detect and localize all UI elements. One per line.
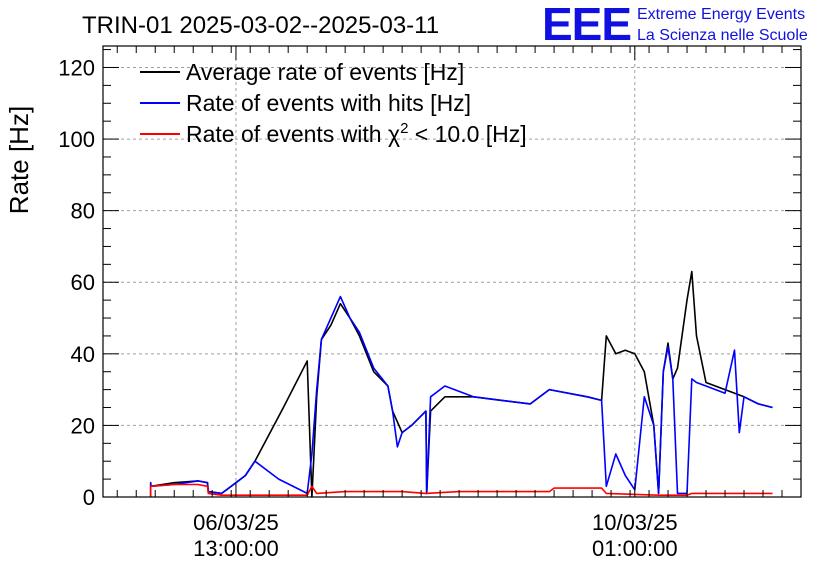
series-line-1 <box>149 295 773 497</box>
legend-label-chi2: Rate of events with χ2 < 10.0 [Hz] <box>186 120 527 147</box>
x-tick-label-date: 06/03/25 <box>193 510 279 535</box>
eee-logo-line1: Extreme Energy Events <box>637 6 805 23</box>
legend-label-hits: Rate of events with hits [Hz] <box>186 90 471 116</box>
y-axis-label: Rate [Hz] <box>4 106 34 214</box>
grid <box>103 46 801 497</box>
x-tick-label-time: 01:00:00 <box>592 536 678 561</box>
y-tick-label: 60 <box>71 270 95 295</box>
x-tick-label-time: 13:00:00 <box>193 536 279 561</box>
y-tick-label: 20 <box>71 413 95 438</box>
legend-chi2-prefix: Rate of events with <box>186 121 388 147</box>
series-layer <box>149 270 773 498</box>
y-tick-label: 100 <box>58 127 95 152</box>
legend-chi2-sup: 2 <box>400 120 408 137</box>
eee-logo-line2: La Scienza nelle Scuole <box>637 27 808 44</box>
x-tick-label-date: 10/03/25 <box>592 510 678 535</box>
legend-label-average: Average rate of events [Hz] <box>186 59 464 85</box>
y-tick-label: 0 <box>83 485 95 510</box>
y-tick-label: 40 <box>71 342 95 367</box>
plot-frame <box>102 45 802 498</box>
y-tick-label: 80 <box>71 199 95 224</box>
series-line-2 <box>149 483 773 497</box>
legend: Average rate of events [Hz] Rate of even… <box>140 59 527 147</box>
y-tick-label: 120 <box>58 55 95 80</box>
eee-logo: EEE Extreme Energy Events La Scienza nel… <box>542 0 808 50</box>
legend-chi2-suffix: < 10.0 [Hz] <box>408 121 526 147</box>
chart-title: TRIN-01 2025-03-02--2025-03-11 <box>82 12 439 39</box>
series-line-0 <box>149 270 773 498</box>
eee-logo-mark: EEE <box>542 0 631 50</box>
legend-chi2-symbol: χ <box>388 121 400 147</box>
